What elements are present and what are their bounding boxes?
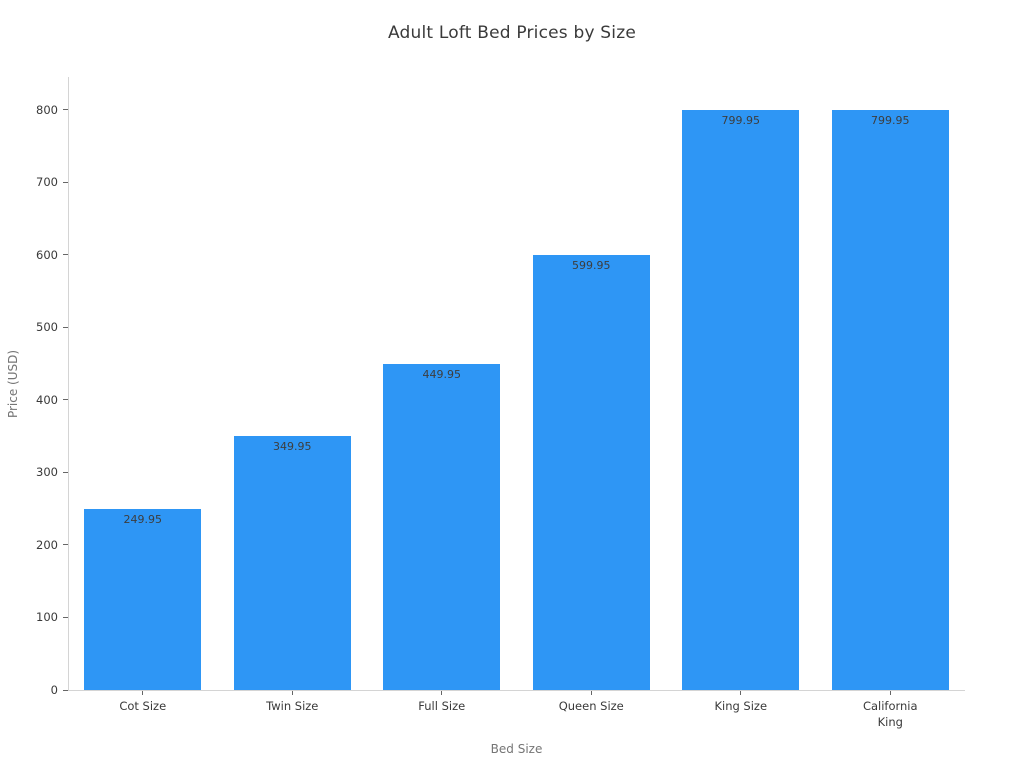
x-tick-label: King Size — [714, 699, 768, 713]
y-tick-label: 800 — [36, 102, 58, 117]
x-tick-mark — [590, 691, 592, 695]
y-axis-line — [68, 77, 69, 690]
y-tick-label: 200 — [36, 537, 58, 552]
bar-california-king: 799.95 — [831, 109, 949, 690]
y-tick-mark — [63, 109, 68, 111]
x-tick-mark — [441, 691, 443, 695]
plot-area: 0 100 200 300 400 500 600 700 800 249.95 Cot Size 3… — [36, 77, 965, 729]
bar-value-label: 799.95 — [870, 113, 910, 127]
x-tick-mark — [889, 691, 891, 695]
y-tick-label: 500 — [36, 320, 58, 335]
x-tick-label: Queen Size — [558, 699, 624, 713]
bar-value-label: 349.95 — [272, 440, 312, 454]
y-tick-mark — [63, 616, 68, 618]
bar-twin-size: 349.95 — [233, 436, 351, 690]
bar-full-size: 449.95 — [383, 363, 501, 690]
bar-value-label: 449.95 — [422, 367, 461, 381]
x-tick-label: Full Size — [418, 699, 466, 713]
y-tick-mark — [63, 689, 68, 691]
y-tick-mark — [63, 181, 68, 183]
y-tick-mark — [63, 254, 68, 256]
y-tick-label: 600 — [36, 247, 58, 262]
y-tick-label: 700 — [36, 175, 58, 190]
bar-queen-size: 599.95 — [532, 254, 650, 690]
y-tick-mark — [63, 544, 68, 546]
x-axis-title: Bed Size — [490, 742, 543, 756]
x-tick-mark — [291, 691, 293, 695]
x-tick-label: California King — [862, 699, 918, 729]
y-tick-mark — [63, 399, 68, 401]
y-tick-mark — [63, 326, 68, 328]
y-tick-label: 400 — [36, 392, 58, 407]
bar-value-label: 249.95 — [123, 512, 162, 526]
x-tick-mark — [740, 691, 742, 695]
x-axis-line — [68, 690, 965, 691]
y-tick-mark — [63, 471, 68, 473]
y-tick-label: 0 — [50, 683, 58, 697]
bar-cot-size: 249.95 — [84, 508, 202, 690]
bar-king-size: 799.95 — [682, 109, 800, 690]
y-tick-label: 300 — [36, 465, 58, 480]
x-tick-label: Cot Size — [119, 699, 167, 713]
chart-title: Adult Loft Bed Prices by Size — [387, 23, 637, 43]
bar-value-label: 599.95 — [571, 258, 611, 272]
x-tick-label: Twin Size — [266, 699, 319, 713]
bar-value-label: 799.95 — [721, 113, 760, 127]
y-tick-label: 100 — [36, 610, 58, 625]
x-tick-mark — [142, 691, 144, 695]
